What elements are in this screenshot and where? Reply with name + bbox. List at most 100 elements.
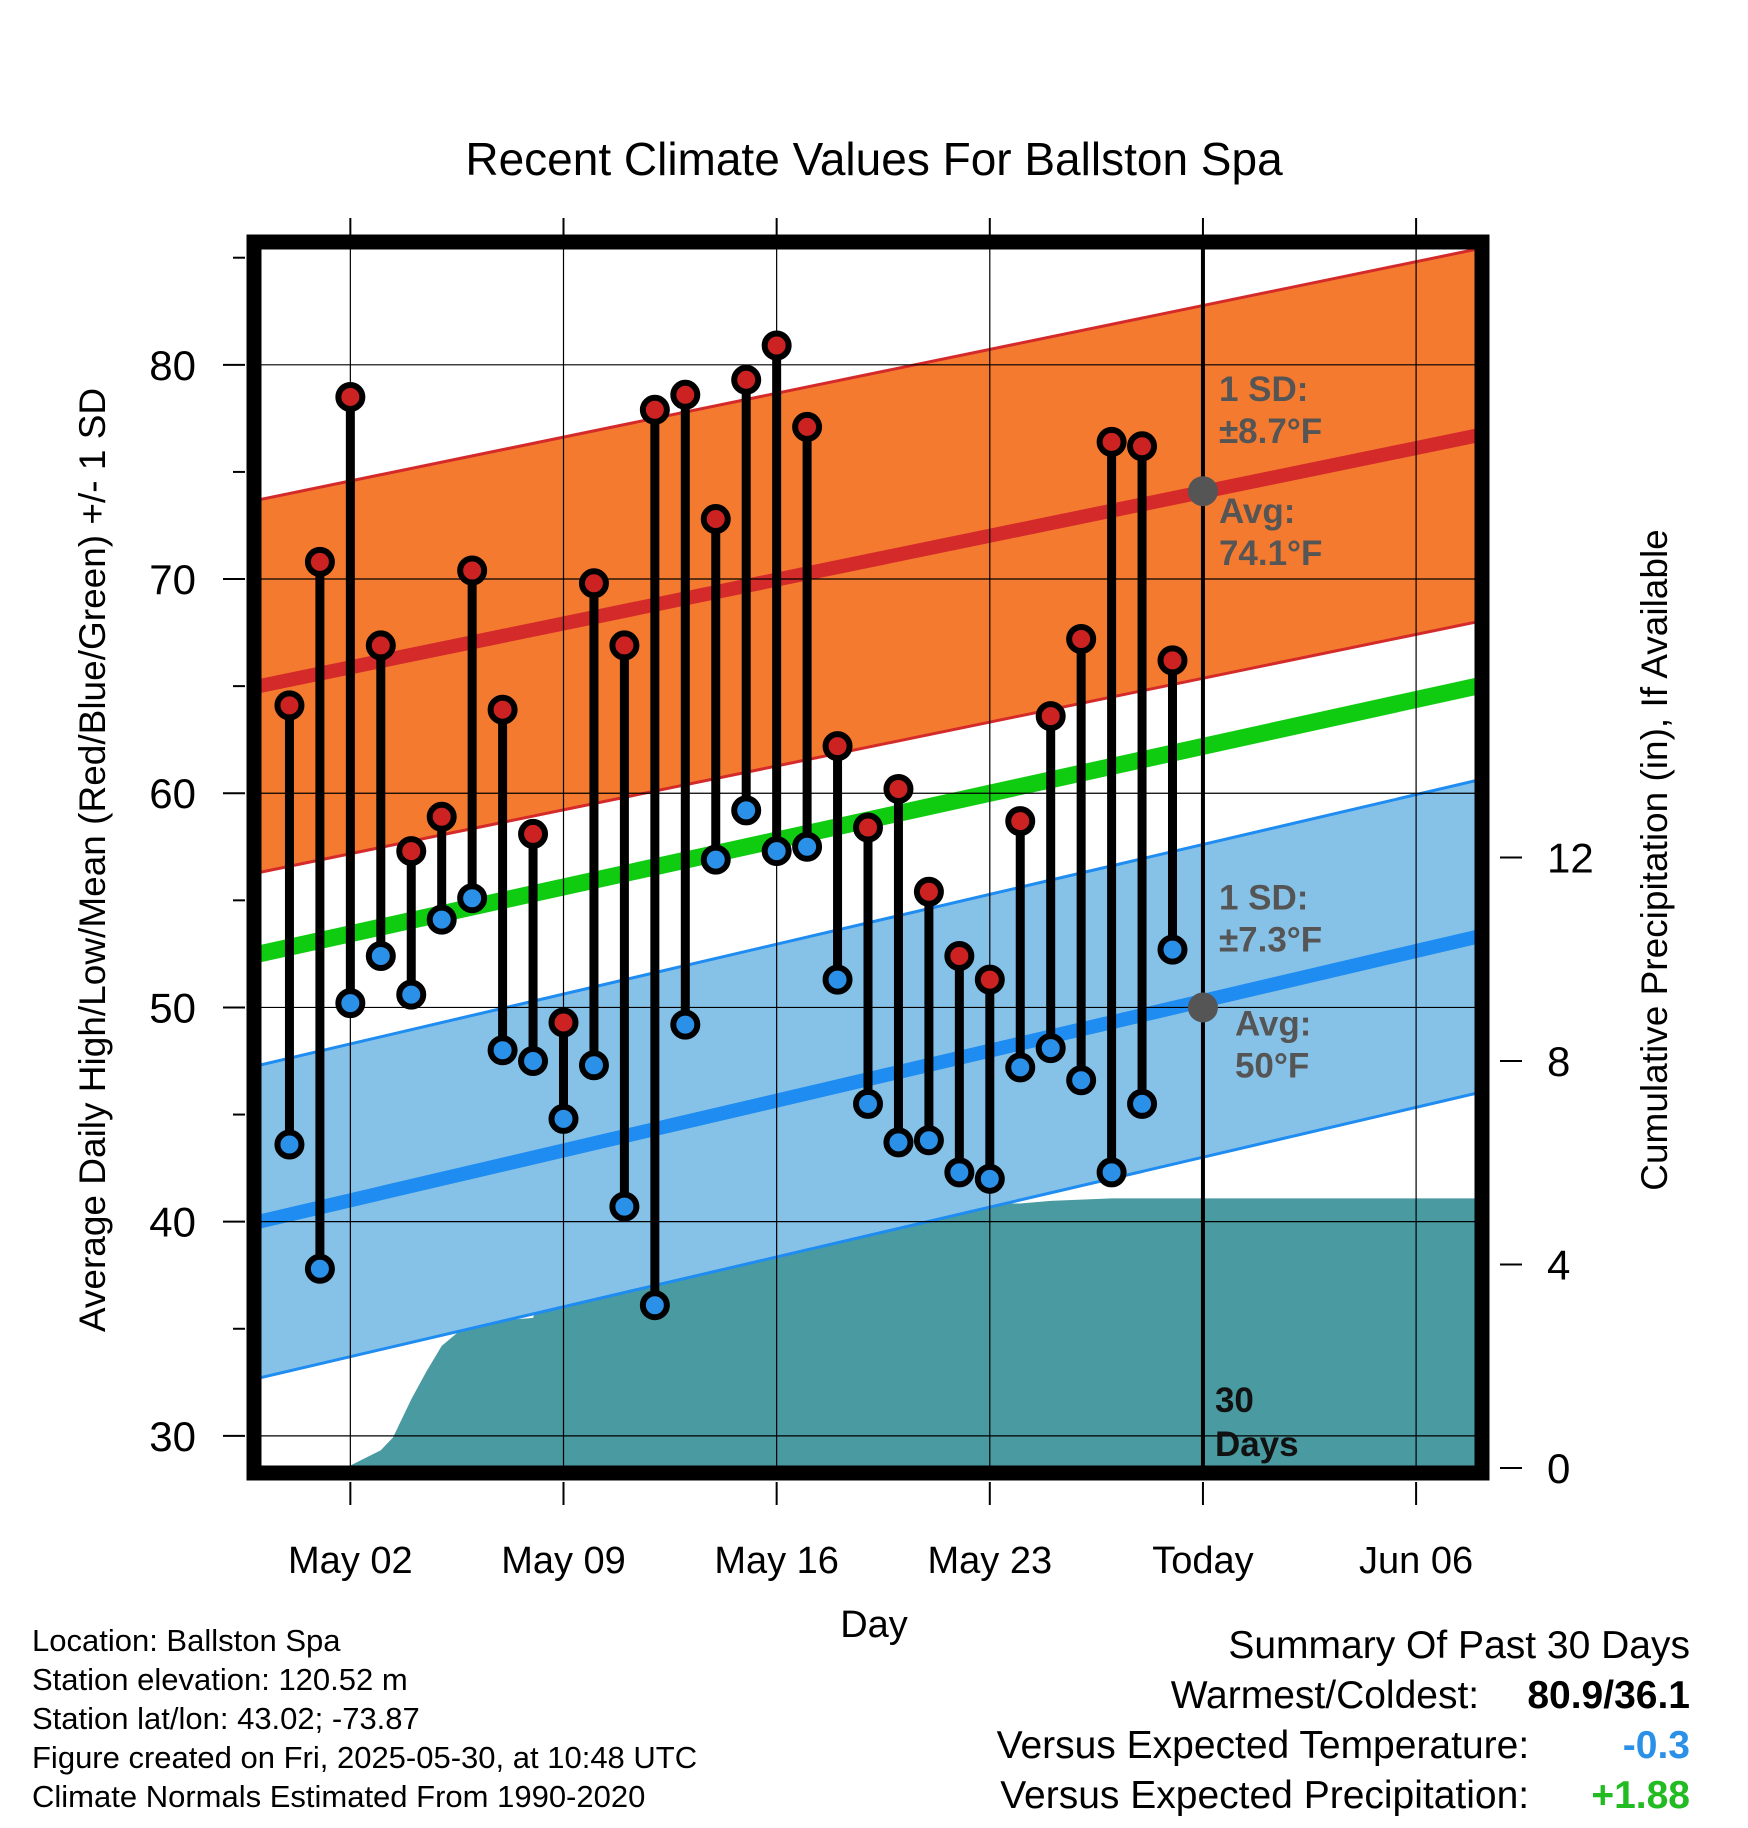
daily-low-point (304, 1253, 335, 1284)
precip-label: Versus Expected Precipitation: (1000, 1774, 1530, 1817)
daily-low-point (578, 1050, 609, 1081)
daily-low-point (913, 1125, 944, 1156)
y2-tick-label: 4 (1547, 1242, 1570, 1289)
y2-tick-label: 8 (1547, 1038, 1570, 1085)
daily-low-point (974, 1163, 1005, 1194)
daily-high-point (974, 964, 1005, 995)
latlon-text: Station lat/lon: 43.02; -73.87 (32, 1701, 420, 1736)
daily-high-point (1096, 426, 1127, 457)
high-avg-marker (1187, 476, 1218, 507)
temp-value: -0.3 (1622, 1724, 1690, 1767)
daily-low-point (761, 836, 792, 867)
daily-low-point (426, 904, 457, 935)
low-avg-marker (1187, 992, 1218, 1023)
daily-low-point (944, 1157, 975, 1188)
y2-tick-label: 0 (1547, 1445, 1570, 1492)
daily-high-point (274, 690, 305, 721)
x-axis-label: Day (840, 1604, 908, 1646)
daily-high-point (670, 379, 701, 410)
daily-high-point (457, 555, 488, 586)
y2-axis-label: Cumulative Precipitation (in), If Availa… (1634, 529, 1675, 1191)
daily-high-point (548, 1007, 579, 1038)
y2-tick-label: 12 (1547, 835, 1594, 882)
chart-title: Recent Climate Values For Ballston Spa (465, 133, 1283, 185)
daily-high-point (609, 630, 640, 661)
daily-low-point (1005, 1052, 1036, 1083)
daily-low-point (731, 795, 762, 826)
normals-text: Climate Normals Estimated From 1990-2020 (32, 1779, 646, 1814)
y-tick-label: 50 (149, 984, 196, 1031)
warmest-label: Warmest/Coldest: (1170, 1674, 1480, 1717)
elevation-text: Station elevation: 120.52 m (32, 1662, 408, 1697)
daily-low-point (792, 831, 823, 862)
created-text: Figure created on Fri, 2025-05-30, at 10… (32, 1740, 698, 1775)
warmest-value: 80.9/36.1 (1527, 1674, 1690, 1717)
daily-high-point (518, 818, 549, 849)
daily-low-point (609, 1191, 640, 1222)
daily-high-point (792, 411, 823, 442)
daily-high-point (304, 546, 335, 577)
daily-low-point (1127, 1088, 1158, 1119)
x-tick-label: Today (1152, 1540, 1253, 1582)
daily-high-point (335, 381, 366, 412)
y-axis-label: Average Daily High/Low/Mean (Red/Blue/Gr… (72, 388, 113, 1332)
y-tick-label: 70 (149, 556, 196, 603)
daily-low-point (396, 979, 427, 1010)
daily-low-point (274, 1129, 305, 1160)
daily-high-point (396, 836, 427, 867)
low-sd-value: ±7.3°F (1219, 920, 1322, 959)
y-tick-label: 30 (149, 1413, 196, 1460)
daily-high-point (639, 394, 670, 425)
daily-low-point (518, 1046, 549, 1076)
daily-low-point (670, 1009, 701, 1040)
summary-panel: Summary Of Past 30 Days Warmest/Coldest:… (997, 1622, 1690, 1822)
daily-high-point (700, 504, 731, 535)
daily-high-point (1005, 806, 1036, 837)
normal-high-band-upper-edge (259, 247, 1477, 502)
daily-low-point (822, 964, 853, 995)
daily-low-point (1066, 1065, 1097, 1096)
x-tick-label: May 16 (714, 1540, 839, 1582)
daily-low-point (548, 1103, 579, 1134)
high-sd-value: ±8.7°F (1219, 412, 1322, 451)
normal-high-band-lower-edge (259, 620, 1477, 874)
daily-high-point (761, 330, 792, 361)
daily-low-point (853, 1088, 883, 1119)
high-sd-label: 1 SD: (1219, 370, 1308, 409)
daily-low-point (1096, 1157, 1127, 1188)
plot-frame (246, 234, 1490, 1481)
y-tick-label: 80 (149, 342, 196, 389)
daily-low-point (1157, 934, 1188, 965)
daily-low-point (487, 1035, 518, 1066)
daily-high-point (1127, 431, 1158, 462)
daily-high-point (913, 876, 944, 907)
station-info: Location: Ballston Spa Station elevation… (32, 1622, 697, 1817)
today-days-word: Days (1215, 1425, 1299, 1464)
high-avg-value: 74.1°F (1219, 534, 1323, 573)
daily-low-point (639, 1290, 670, 1321)
precip-value: +1.88 (1591, 1774, 1690, 1817)
daily-high-point (578, 568, 609, 599)
low-avg-label: Avg: (1235, 1004, 1311, 1043)
daily-low-point (457, 883, 488, 914)
daily-high-point (1157, 645, 1188, 676)
daily-high-point (365, 630, 396, 661)
summary-temp-row: Versus Expected Temperature: -0.3 (997, 1722, 1690, 1772)
summary-warmest-row: Warmest/Coldest: 80.9/36.1 (997, 1672, 1690, 1722)
daily-high-point (944, 941, 975, 972)
normal-high-avg-line (259, 428, 1477, 693)
daily-low-point (883, 1127, 914, 1158)
daily-high-point (822, 731, 853, 762)
daily-low-point (335, 988, 366, 1019)
normal-low-band-lower-edge (259, 1091, 1477, 1380)
x-tick-label: May 09 (501, 1540, 626, 1582)
x-tick-label: May 02 (288, 1540, 413, 1582)
y-tick-label: 60 (149, 770, 196, 817)
x-tick-label: Jun 06 (1359, 1540, 1473, 1582)
high-avg-label: Avg: (1219, 492, 1295, 531)
daily-high-point (426, 801, 457, 832)
daily-low-point (700, 844, 731, 875)
